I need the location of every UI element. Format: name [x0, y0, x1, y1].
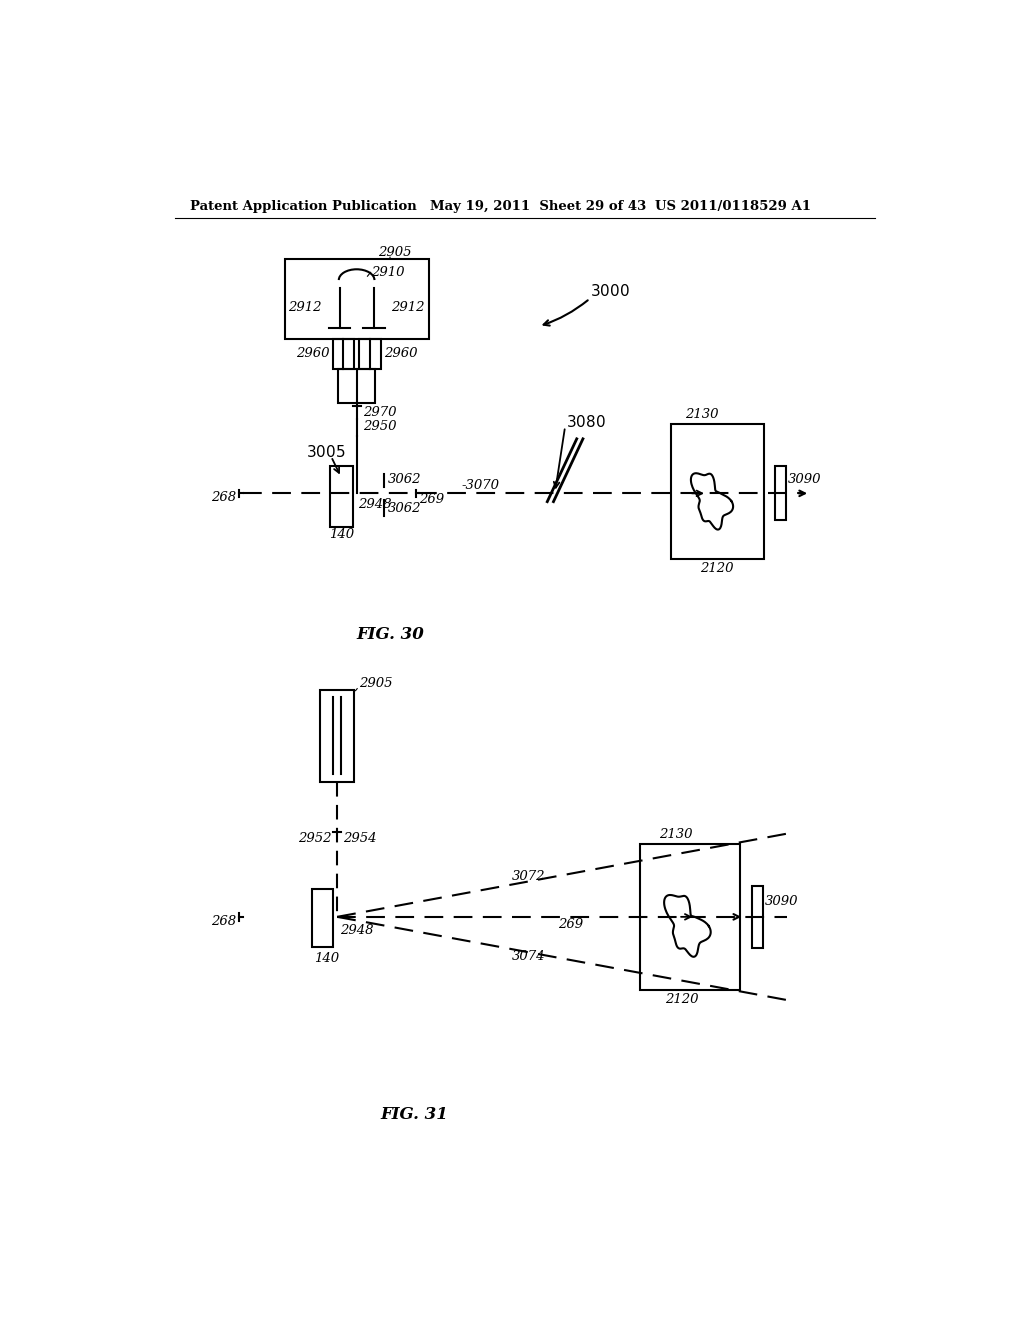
Bar [775, 466, 786, 520]
Bar [640, 843, 740, 990]
Text: 2954: 2954 [343, 832, 376, 845]
Text: FIG. 31: FIG. 31 [381, 1106, 449, 1123]
Bar [330, 466, 352, 527]
Text: Patent Application Publication: Patent Application Publication [190, 199, 417, 213]
Bar [359, 339, 381, 368]
Text: 3090: 3090 [765, 895, 799, 908]
Text: 269: 269 [558, 917, 584, 931]
Bar [285, 259, 429, 339]
Text: 2905: 2905 [359, 677, 392, 690]
Text: 2952: 2952 [298, 832, 332, 845]
Text: 3072: 3072 [512, 870, 545, 883]
Text: 2960: 2960 [296, 347, 330, 360]
Text: 2912: 2912 [391, 301, 425, 314]
Text: 2130: 2130 [685, 408, 718, 421]
Text: 2910: 2910 [371, 265, 404, 279]
Text: 2948: 2948 [358, 498, 391, 511]
Text: 2948: 2948 [340, 924, 373, 937]
Text: 3062: 3062 [388, 473, 421, 486]
Bar [338, 368, 375, 404]
Text: 2950: 2950 [362, 420, 396, 433]
Bar [311, 890, 334, 946]
Text: -3070: -3070 [461, 479, 500, 492]
Text: FIG. 30: FIG. 30 [356, 626, 424, 643]
Text: 2905: 2905 [378, 246, 411, 259]
Bar [671, 424, 764, 558]
Text: May 19, 2011  Sheet 29 of 43: May 19, 2011 Sheet 29 of 43 [430, 199, 646, 213]
Text: 269: 269 [419, 492, 443, 506]
Text: $\mathbf{\mathit{3080}}$: $\mathbf{\mathit{3080}}$ [566, 414, 605, 430]
Text: 2130: 2130 [659, 828, 692, 841]
Text: 140: 140 [330, 528, 354, 541]
Text: 268: 268 [211, 491, 237, 504]
Text: $\mathbf{\mathit{3000}}$: $\mathbf{\mathit{3000}}$ [590, 282, 630, 298]
Text: 268: 268 [211, 915, 237, 928]
Text: 140: 140 [314, 952, 339, 965]
Bar [321, 690, 354, 781]
Text: 3090: 3090 [788, 473, 822, 486]
Text: 3074: 3074 [512, 950, 545, 964]
Bar [752, 886, 763, 948]
Text: $\mathbf{\mathit{3005}}$: $\mathbf{\mathit{3005}}$ [306, 444, 346, 459]
Text: 2970: 2970 [362, 407, 396, 418]
Text: 2912: 2912 [289, 301, 322, 314]
Bar [333, 339, 354, 368]
Text: 2960: 2960 [384, 347, 417, 360]
Text: 2120: 2120 [700, 561, 734, 574]
Text: 2120: 2120 [666, 993, 698, 1006]
Text: US 2011/0118529 A1: US 2011/0118529 A1 [655, 199, 811, 213]
Text: 3062: 3062 [388, 502, 421, 515]
